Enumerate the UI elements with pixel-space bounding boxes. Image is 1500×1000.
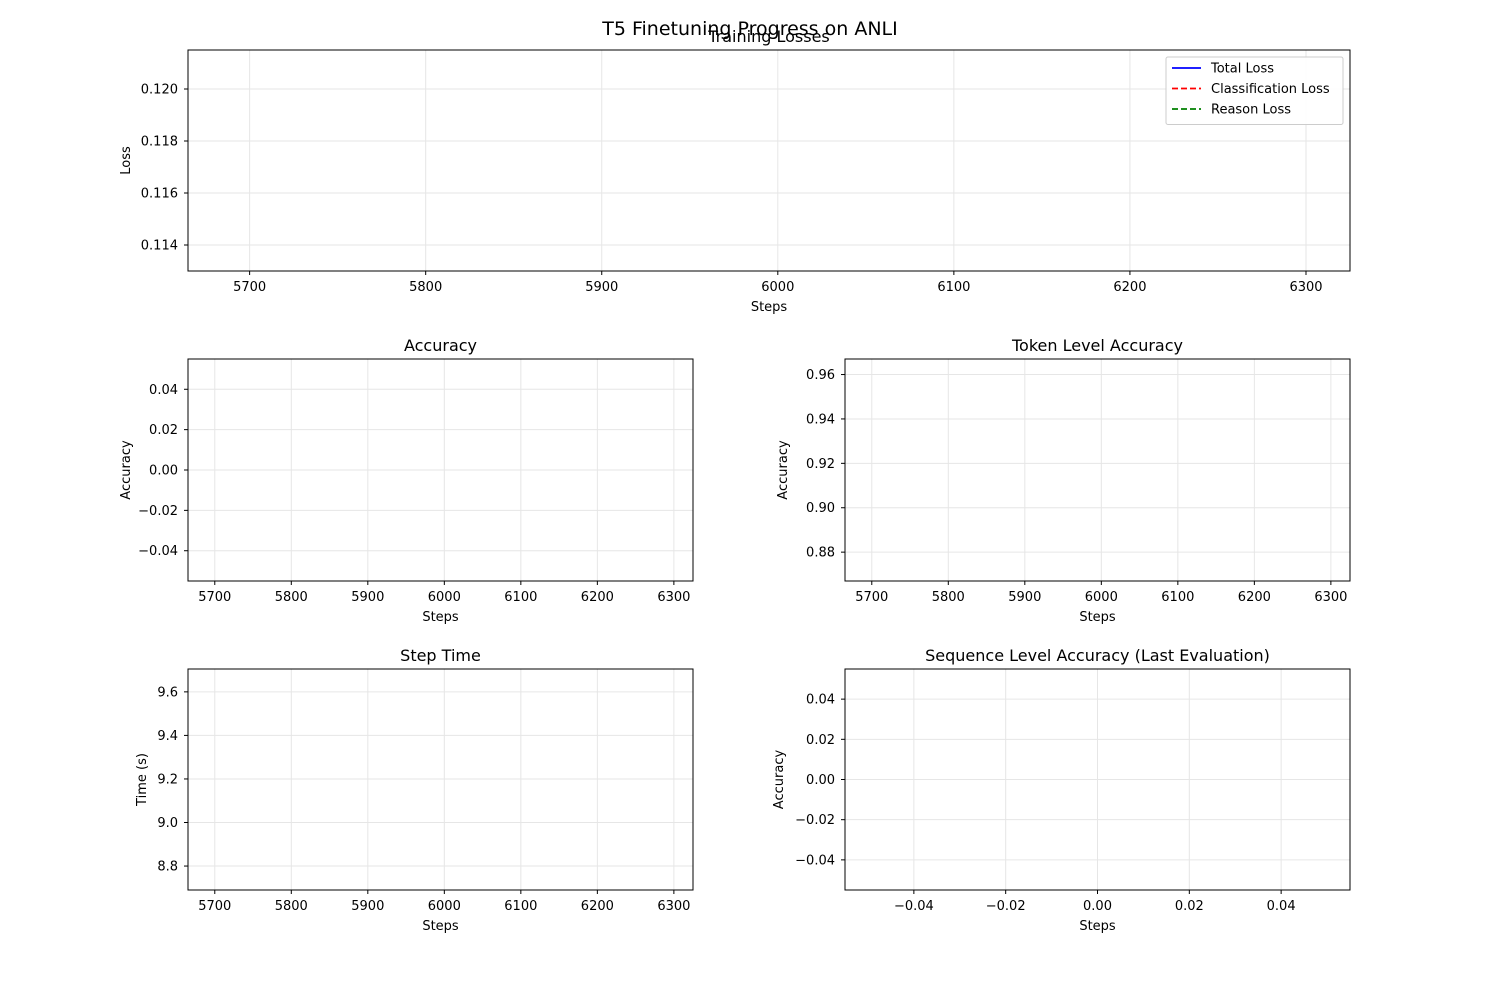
legend-label: Total Loss [1210, 62, 1274, 77]
subplot-title: Sequence Level Accuracy (Last Evaluation… [925, 646, 1270, 665]
subplot-4: 5700 5800 5900 6000 6100 6200 6300 8.8 9.0 9.2 9.4… [135, 646, 694, 934]
x-tick-label: 5700 [233, 280, 266, 295]
x-tick-label: 5700 [855, 590, 888, 605]
x-tick-label: 6000 [428, 899, 461, 914]
x-tick-label: 6300 [657, 590, 690, 605]
plot-frame [187, 668, 694, 891]
x-tick-label: 6100 [1161, 590, 1194, 605]
x-tick-label: 5700 [198, 590, 231, 605]
y-tick-label: 0.114 [141, 239, 178, 254]
x-tick-label: 5900 [585, 280, 618, 295]
x-tick-label: 5800 [275, 899, 308, 914]
x-tick-label: 0.02 [1175, 899, 1204, 914]
subplot-3: 5700 5800 5900 6000 6100 6200 6300 0.88 0.90 0.92… [776, 336, 1351, 625]
x-axis-label: Steps [422, 610, 459, 625]
y-tick-label: 8.8 [157, 860, 178, 875]
y-tick-label: 0.88 [806, 546, 835, 561]
legend-label: Reason Loss [1211, 103, 1291, 118]
y-axis-label: Accuracy [772, 750, 787, 810]
x-tick-label: −0.04 [894, 899, 934, 914]
x-tick-label: 6000 [428, 590, 461, 605]
x-tick-label: 6200 [1238, 590, 1271, 605]
plot-frame [844, 358, 1351, 582]
y-tick-label: 0.04 [149, 383, 178, 398]
y-tick-label: 0.02 [806, 733, 835, 748]
legend: Total Loss Classification Loss Reason Loss [1165, 56, 1344, 125]
x-tick-label: 6200 [581, 899, 614, 914]
x-tick-label: 6300 [657, 899, 690, 914]
x-tick-label: 6000 [1085, 590, 1118, 605]
y-tick-label: 9.2 [157, 772, 178, 787]
y-tick-label: 0.90 [806, 501, 835, 516]
y-tick-label: 0.92 [806, 457, 835, 472]
y-axis-label: Accuracy [119, 440, 134, 500]
y-tick-label: 0.96 [806, 368, 835, 383]
plot-frame [187, 49, 1351, 272]
x-tick-label: 6300 [1289, 280, 1322, 295]
x-tick-label: 6300 [1314, 590, 1347, 605]
legend-box [1165, 56, 1344, 125]
x-axis-label: Steps [422, 919, 459, 934]
subplot-title: Accuracy [404, 336, 477, 355]
y-tick-label: 0.118 [141, 135, 178, 150]
subplot-1: 5700 5800 5900 6000 6100 6200 6300 0.114 0.116 0.… [119, 27, 1351, 315]
x-tick-label: 6100 [504, 899, 537, 914]
x-tick-label: 0.00 [1083, 899, 1112, 914]
axes-layer: 5700 5800 5900 6000 6100 6200 6300 0.114 0.116 0.… [119, 27, 1351, 934]
x-axis-label: Steps [751, 300, 788, 315]
y-axis-label: Loss [119, 146, 134, 175]
x-tick-label: 6100 [937, 280, 970, 295]
legend-label: Classification Loss [1211, 82, 1330, 97]
y-tick-label: −0.02 [795, 813, 835, 828]
y-tick-label: 9.6 [157, 685, 178, 700]
y-tick-label: 0.120 [141, 83, 178, 98]
x-axis-label: Steps [1079, 610, 1116, 625]
y-tick-label: −0.04 [138, 544, 178, 559]
subplot-title: Training Losses [707, 27, 830, 46]
x-tick-label: 6100 [504, 590, 537, 605]
x-tick-label: 5800 [409, 280, 442, 295]
y-axis-label: Accuracy [776, 440, 791, 500]
x-tick-label: 5800 [275, 590, 308, 605]
x-tick-label: 5700 [198, 899, 231, 914]
y-tick-label: −0.04 [795, 853, 835, 868]
y-tick-label: 0.94 [806, 412, 835, 427]
y-tick-label: 0.00 [149, 464, 178, 479]
y-tick-label: 0.00 [806, 773, 835, 788]
x-tick-label: 5900 [1008, 590, 1041, 605]
x-tick-label: 0.04 [1267, 899, 1296, 914]
x-tick-label: 6200 [581, 590, 614, 605]
y-axis-label: Time (s) [135, 753, 150, 807]
subplot-5: −0.04 −0.02 0.00 0.02 0.04 −0.04 −0.02 0.00 0.02… [772, 646, 1351, 934]
y-tick-label: 0.02 [149, 423, 178, 438]
subplot-title: Step Time [400, 646, 481, 665]
subplot-title: Token Level Accuracy [1011, 336, 1183, 355]
figure-title: T5 Finetuning Progress on ANLI [601, 18, 897, 40]
y-tick-label: 0.116 [141, 187, 178, 202]
x-tick-label: −0.02 [986, 899, 1026, 914]
x-axis-label: Steps [1079, 919, 1116, 934]
x-tick-label: 6000 [761, 280, 794, 295]
subplot-2: 5700 5800 5900 6000 6100 6200 6300 −0.04 −0.02 0.… [119, 336, 694, 625]
y-tick-label: 0.04 [806, 693, 835, 708]
x-tick-label: 5900 [351, 899, 384, 914]
y-tick-label: −0.02 [138, 504, 178, 519]
y-tick-label: 9.0 [157, 816, 178, 831]
x-tick-label: 5900 [351, 590, 384, 605]
x-tick-label: 5800 [932, 590, 965, 605]
y-tick-label: 9.4 [157, 729, 178, 744]
x-tick-label: 6200 [1113, 280, 1146, 295]
